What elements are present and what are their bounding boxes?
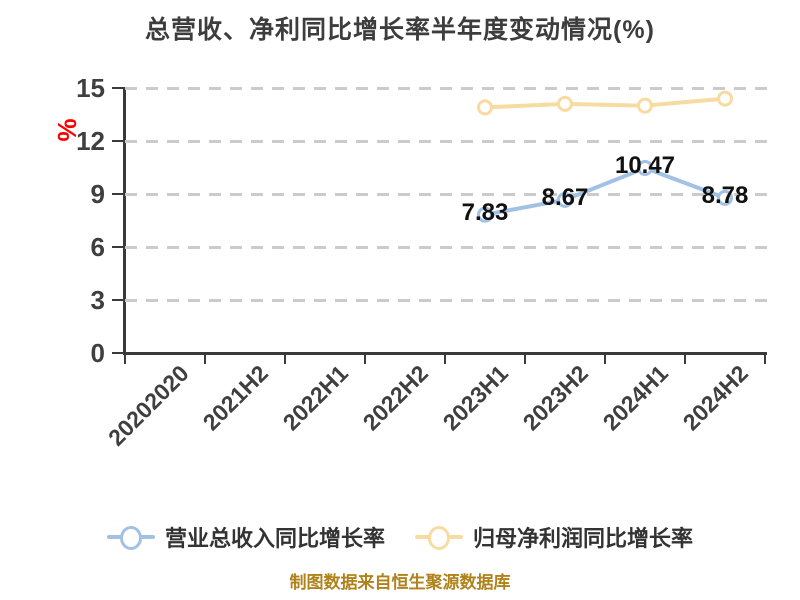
y-tick-label: 0: [90, 338, 105, 368]
gridline: [125, 140, 773, 143]
data-point-label: 10.47: [614, 152, 676, 180]
legend-label: 营业总收入同比增长率: [164, 526, 385, 551]
x-tick-mark: [444, 355, 446, 364]
x-tick-mark: [124, 355, 126, 364]
data-point-marker: [637, 160, 653, 177]
x-tick-mark: [364, 355, 366, 364]
gridline: [125, 299, 773, 302]
legend: 营业总收入同比增长率 归母净利润同比增长率: [0, 518, 800, 556]
y-tick-mark: [112, 87, 124, 89]
line-marker-icon: [415, 525, 463, 550]
x-tick-mark: [604, 355, 606, 364]
data-point-label: 8.67: [541, 183, 589, 211]
y-tick-label: 6: [90, 232, 105, 262]
legend-item-revenue-growth[interactable]: 营业总收入同比增长率: [106, 521, 385, 553]
line-marker-icon: [106, 525, 155, 550]
data-point-marker: [477, 206, 493, 223]
y-tick-mark: [112, 299, 124, 301]
data-point-marker: [637, 97, 653, 114]
y-tick-label: 3: [90, 285, 105, 315]
legend-label: 归母净利润同比增长率: [473, 526, 694, 551]
gridline: [125, 87, 773, 90]
data-point-marker: [717, 90, 733, 107]
x-tick-mark: [524, 355, 526, 364]
data-point-marker: [717, 189, 733, 206]
y-tick-label: 9: [90, 179, 105, 209]
gridline: [125, 246, 773, 249]
data-point-label: 8.78: [701, 181, 749, 209]
y-tick-mark: [112, 246, 124, 248]
data-point-marker: [557, 95, 573, 112]
data-point-marker: [477, 99, 493, 116]
x-axis-line: [123, 352, 767, 355]
data-point-marker: [557, 191, 573, 208]
y-tick-label: 15: [76, 73, 105, 103]
x-tick-mark: [284, 355, 286, 364]
legend-item-net-profit-growth[interactable]: 归母净利润同比增长率: [415, 521, 693, 553]
x-tick-mark: [764, 355, 766, 364]
data-source-note: 制图数据来自恒生聚源数据库: [289, 573, 511, 592]
y-axis-line: [123, 87, 126, 355]
series-line: [477, 160, 733, 223]
y-tick-mark: [112, 140, 124, 142]
y-tick-mark: [112, 193, 124, 195]
chart-title: 总营收、净利同比增长率半年度变动情况(%): [145, 16, 655, 44]
y-tick-label: 12: [76, 126, 105, 156]
gridline: [125, 193, 773, 196]
data-point-label: 7.83: [461, 198, 509, 226]
series-line: [477, 90, 733, 116]
x-tick-mark: [204, 355, 206, 364]
y-tick-mark: [112, 352, 124, 354]
x-tick-mark: [684, 355, 686, 364]
